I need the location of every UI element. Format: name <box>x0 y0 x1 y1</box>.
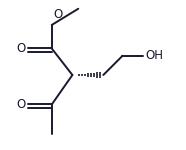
Text: OH: OH <box>145 49 163 62</box>
Text: O: O <box>53 8 62 21</box>
Text: O: O <box>16 98 25 111</box>
Text: O: O <box>16 42 25 55</box>
